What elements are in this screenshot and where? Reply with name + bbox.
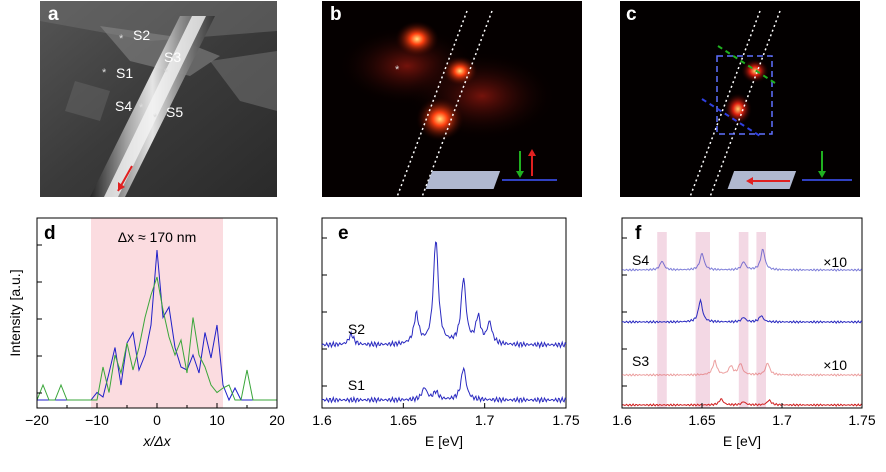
panel-c-label: c — [626, 4, 637, 25]
x-tick-label: 1.65 — [688, 412, 715, 428]
sem-image-drawing — [40, 1, 277, 197]
series-label-s1: S1 — [348, 377, 365, 393]
x-tick-label: 1.75 — [848, 412, 875, 428]
point-marker-s2: * — [119, 33, 124, 45]
x-tick-label: 20 — [269, 412, 285, 428]
shaded-band — [695, 232, 710, 408]
point-label-s1: S1 — [116, 65, 134, 81]
plot-frame — [621, 217, 863, 409]
x-tick-label: 0 — [153, 412, 161, 428]
point-marker-s3: * — [164, 67, 169, 79]
emission-map-c-drawing — [620, 1, 860, 197]
point-label-s4: S4 — [115, 98, 133, 114]
shaded-band — [657, 232, 667, 408]
panel-e-label: e — [338, 223, 349, 244]
series-label-s3: S3 — [632, 353, 649, 369]
panel-d-chart: −20 −10 0 10 20 x/Δx Intensity [a.u.] Δx ≈ 170 … — [0, 210, 300, 467]
spectrum-s2 — [321, 241, 567, 350]
point-label-s3: S3 — [164, 49, 182, 65]
panel-a-label: a — [48, 4, 59, 25]
spectrum-s4-1 — [621, 298, 863, 324]
point-marker-s1: * — [102, 67, 107, 79]
chart-d-svg: −20 −10 0 10 20 x/Δx Intensity [a.u.] Δx ≈ 170 … — [7, 217, 285, 449]
selection-box — [716, 55, 773, 135]
x-tick-label: 1.75 — [552, 412, 579, 428]
series-label-s4: S4 — [632, 252, 649, 268]
emission-map-b-drawing: * — [322, 1, 582, 197]
chart-e-svg: S2 S1 1.6 1.65 1.7 1.75 E [eV] — [312, 217, 580, 449]
spectrum-s4-0 — [621, 248, 863, 272]
shaded-region — [91, 218, 223, 408]
chart-f-svg: S4 S3 ×10 ×10 1.6 1.65 1.7 1.75 E [eV] — [612, 217, 876, 449]
x-axis-label: E [eV] — [723, 433, 761, 449]
shaded-band — [738, 232, 749, 408]
panel-a-sem-image: a S1 S2 S3 S4 S5 * * * * * — [40, 1, 277, 197]
wire-edge-line — [689, 10, 761, 197]
spectrum-s3-3 — [621, 398, 863, 407]
wire-edge-line — [421, 10, 493, 197]
x-tick-label: 1.65 — [390, 412, 417, 428]
spectrum-s3-2 — [621, 359, 863, 377]
shaded-band — [756, 232, 766, 408]
x-tick-label: 1.6 — [612, 412, 632, 428]
point-marker-s4: * — [139, 102, 144, 114]
plot-frame — [321, 217, 567, 409]
point-label-s5: S5 — [166, 104, 184, 120]
x-tick-label: 1.7 — [475, 412, 495, 428]
x-axis-label: x/Δx — [142, 433, 171, 449]
x-tick-label: 10 — [209, 412, 225, 428]
blue-dashed-line — [701, 98, 761, 137]
spectrum-s1 — [321, 366, 567, 405]
x-tick-label: 1.6 — [312, 412, 332, 428]
panel-b-emission-map: * b — [322, 1, 582, 197]
substrate-inset-icon — [425, 171, 501, 189]
series-label-s2: S2 — [348, 321, 365, 337]
wire-edge-line — [396, 10, 468, 197]
panel-e-chart: S2 S1 1.6 1.65 1.7 1.75 E [eV] e — [300, 210, 590, 467]
green-dashed-line — [717, 45, 776, 84]
series-line-1 — [36, 276, 277, 401]
scale-label-top: ×10 — [823, 254, 847, 270]
point-label-s2: S2 — [133, 27, 151, 43]
scale-label-bottom: ×10 — [823, 357, 847, 373]
x-tick-label: 1.7 — [772, 412, 792, 428]
panel-f-chart: S4 S3 ×10 ×10 1.6 1.65 1.7 1.75 E [eV] f — [590, 210, 886, 467]
wire-edge-line — [709, 10, 781, 197]
svg-text:*: * — [395, 64, 400, 76]
panel-b-label: b — [330, 4, 342, 25]
x-tick-label: −20 — [25, 412, 49, 428]
x-tick-label: −10 — [85, 412, 109, 428]
y-axis-label: Intensity [a.u.] — [7, 269, 23, 356]
x-axis-label: E [eV] — [425, 433, 463, 449]
panel-d-label: d — [44, 223, 56, 244]
panel-c-emission-map: c — [620, 1, 860, 197]
delta-x-annotation: Δx ≈ 170 nm — [118, 229, 197, 245]
point-marker-s5: * — [153, 112, 158, 124]
panel-f-label: f — [635, 223, 642, 244]
panel-a-markers: * * * * * — [102, 33, 169, 192]
